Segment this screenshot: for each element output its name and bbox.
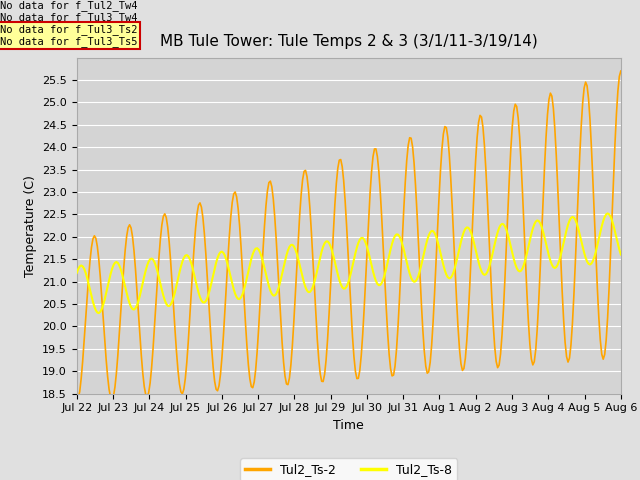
Text: No data for f_Tul2_Tw4
No data for f_Tul3_Tw4
No data for f_Tul3_Ts2
No data for: No data for f_Tul2_Tw4 No data for f_Tul… bbox=[0, 0, 138, 48]
Y-axis label: Temperature (C): Temperature (C) bbox=[24, 175, 36, 276]
Text: No data for f_Tul3_Ts2
No data for f_Tul3_Ts5: No data for f_Tul3_Ts2 No data for f_Tul… bbox=[0, 24, 138, 48]
Legend: Tul2_Ts-2, Tul2_Ts-8: Tul2_Ts-2, Tul2_Ts-8 bbox=[241, 458, 457, 480]
Title: MB Tule Tower: Tule Temps 2 & 3 (3/1/11-3/19/14): MB Tule Tower: Tule Temps 2 & 3 (3/1/11-… bbox=[160, 35, 538, 49]
X-axis label: Time: Time bbox=[333, 419, 364, 432]
